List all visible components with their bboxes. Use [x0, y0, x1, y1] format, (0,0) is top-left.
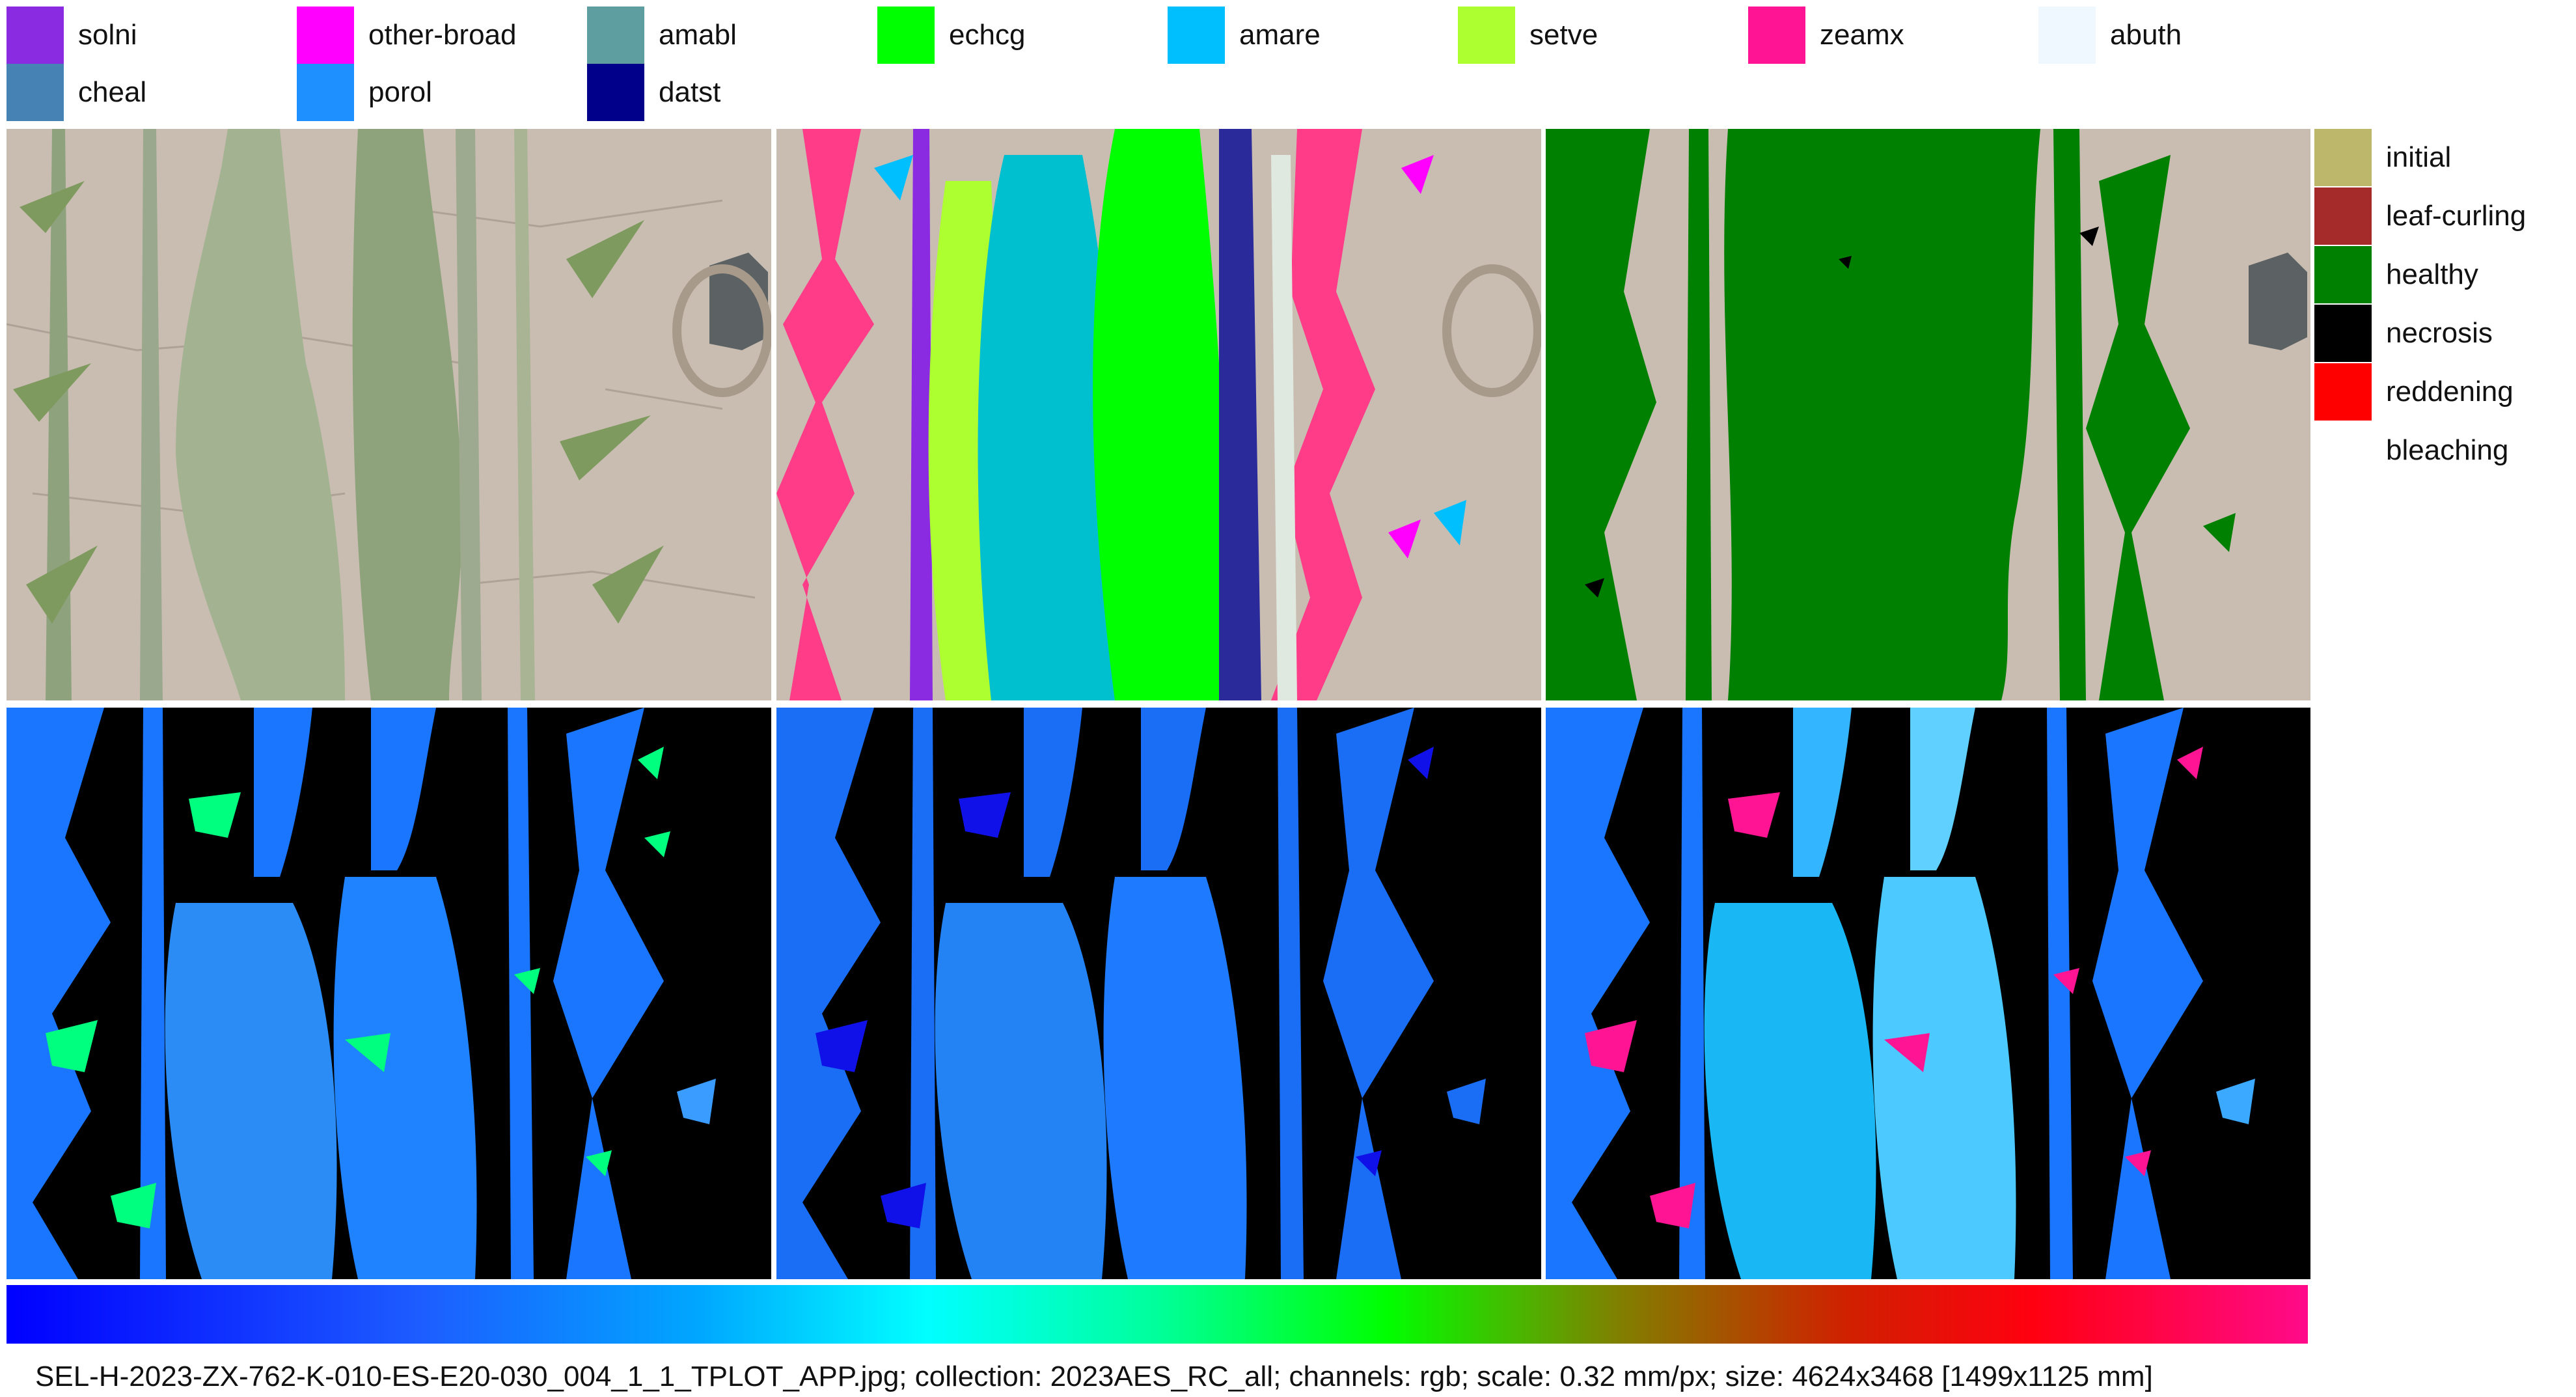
legend-label: reddening — [2386, 376, 2514, 408]
legend-label: setve — [1529, 19, 1598, 51]
legend-item-bleaching: bleaching — [2314, 422, 2508, 479]
legend-item-healthy: healthy — [2314, 246, 2478, 303]
legend-swatch — [877, 7, 935, 64]
legend-label: healthy — [2386, 258, 2478, 290]
legend-label: zeamx — [1820, 19, 1904, 51]
legend-swatch — [2314, 305, 2372, 362]
species-segmentation-panel — [776, 129, 1541, 700]
legend-item-setve: setve — [1458, 7, 1598, 64]
condition-segmentation-panel — [1546, 129, 2310, 700]
legend-item-datst: datst — [587, 64, 720, 121]
legend-item-amare: amare — [1168, 7, 1321, 64]
legend-label: solni — [78, 19, 137, 51]
image-caption: SEL-H-2023-ZX-762-K-010-ES-E20-030_004_1… — [35, 1361, 2153, 1392]
legend-item-solni: solni — [7, 7, 137, 64]
legend-item-echcg: echcg — [877, 7, 1025, 64]
legend-swatch — [2314, 129, 2372, 186]
legend-swatch — [297, 7, 354, 64]
legend-item-reddening: reddening — [2314, 363, 2514, 421]
legend-swatch — [1748, 7, 1805, 64]
legend-swatch — [2314, 422, 2372, 479]
legend-label: amabl — [659, 19, 737, 51]
instance-map-panel-3 — [1546, 708, 2310, 1279]
legend-item-necrosis: necrosis — [2314, 305, 2493, 362]
legend-swatch — [7, 7, 64, 64]
legend-item-zeamx: zeamx — [1748, 7, 1904, 64]
species-legend: solni other-broad amabl echcg amare setv… — [0, 0, 2576, 124]
legend-swatch — [7, 64, 64, 121]
legend-label: other-broad — [368, 19, 517, 51]
legend-label: porol — [368, 76, 432, 108]
legend-swatch — [1458, 7, 1515, 64]
legend-label: echcg — [949, 19, 1026, 51]
legend-swatch — [587, 7, 644, 64]
legend-swatch — [1168, 7, 1225, 64]
legend-item-leaf-curling: leaf-curling — [2314, 187, 2526, 245]
legend-item-other-broad: other-broad — [297, 7, 516, 64]
legend-item-abuth: abuth — [2038, 7, 2182, 64]
legend-swatch — [297, 64, 354, 121]
legend-label: abuth — [2110, 19, 2182, 51]
legend-item-initial: initial — [2314, 129, 2451, 186]
legend-item-cheal: cheal — [7, 64, 146, 121]
instance-map-panel-2 — [776, 708, 1541, 1279]
colorbar — [7, 1285, 2308, 1344]
legend-item-porol: porol — [297, 64, 432, 121]
legend-label: leaf-curling — [2386, 200, 2527, 232]
rgb-photo-panel — [7, 129, 771, 700]
legend-swatch — [2314, 363, 2372, 421]
legend-item-amabl: amabl — [587, 7, 737, 64]
legend-label: cheal — [78, 76, 147, 108]
legend-label: datst — [659, 76, 721, 108]
legend-swatch — [2314, 246, 2372, 303]
legend-swatch — [2038, 7, 2096, 64]
legend-swatch — [587, 64, 644, 121]
instance-map-panel-1 — [7, 708, 771, 1279]
legend-label: amare — [1239, 19, 1321, 51]
legend-swatch — [2314, 187, 2372, 245]
legend-label: necrosis — [2386, 317, 2493, 349]
legend-label: bleaching — [2386, 434, 2509, 466]
legend-label: initial — [2386, 141, 2452, 173]
